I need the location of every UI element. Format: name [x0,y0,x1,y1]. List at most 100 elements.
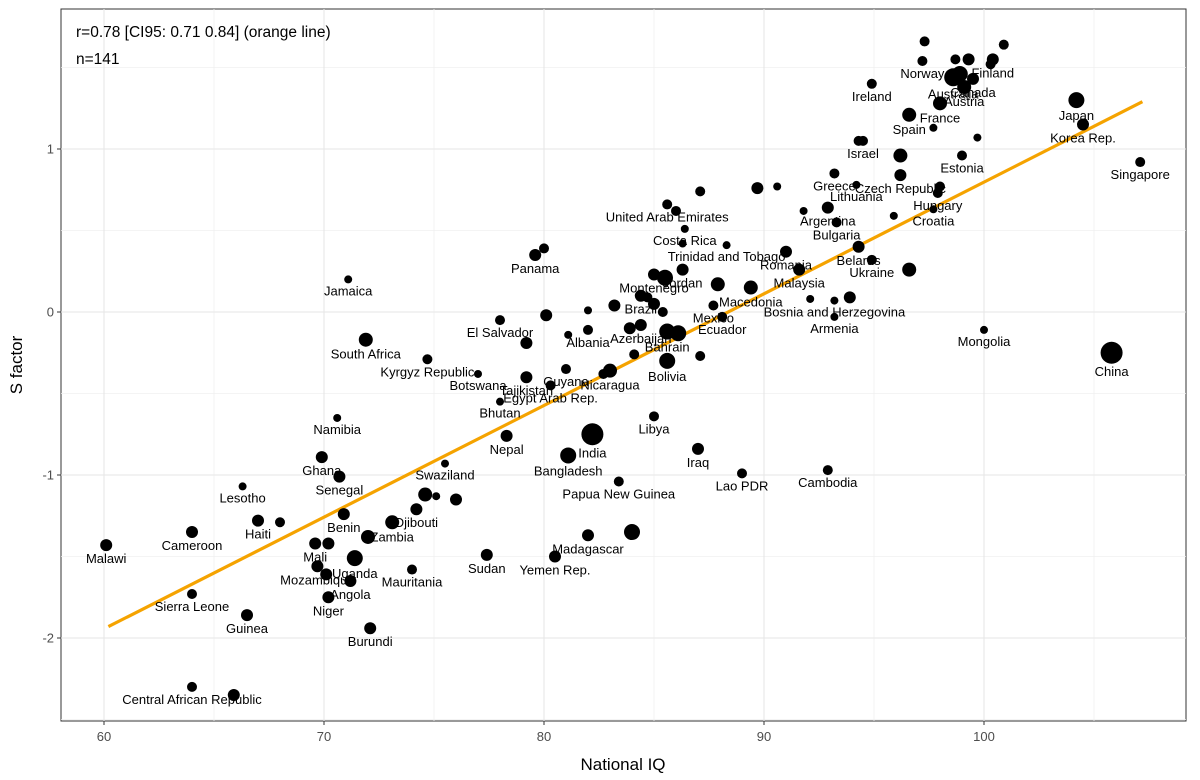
data-point [829,168,840,179]
data-point [657,307,668,317]
data-point [830,312,839,321]
point-label: Trinidad and Tobago [668,249,786,264]
data-point [957,150,967,161]
point-label: Panama [511,261,560,276]
data-point [320,568,333,581]
data-point [1068,92,1085,109]
data-point [309,537,322,550]
data-point [950,54,961,65]
data-point [722,241,731,250]
y-axis-title: S factor [7,335,26,394]
point-label: Canada [950,85,996,100]
x-axis-title: National IQ [580,755,665,774]
data-point [676,263,689,276]
data-point [902,107,917,122]
data-point [474,369,482,378]
point-label: Botswana [449,378,507,393]
data-point [315,451,328,464]
point-label: Lesotho [219,490,265,505]
point-label: Jamaica [324,283,373,298]
point-label: Armenia [810,321,859,336]
data-point [629,349,640,360]
axis-ticks: 60 70 80 90 100 -2 -1 0 1 [42,142,994,745]
data-point [1135,157,1146,168]
data-point [822,465,833,476]
data-point [529,248,542,261]
point-label: Tajikistan [500,383,553,398]
point-label: Romania [760,258,813,273]
data-point [582,529,594,542]
data-point [649,411,659,422]
data-point [624,524,640,541]
point-labels: Malawi Cameroon Sierra Leone Central Africa… [86,65,1170,707]
point-label: Zambia [371,529,415,544]
data-point [407,564,417,575]
point-label: Papua New Guinea [562,487,676,502]
point-label: United Arab Emirates [606,209,729,224]
data-point [252,514,264,527]
point-label: Angola [330,587,371,602]
data-point [385,515,400,530]
data-point [496,397,504,406]
point-label: Argentina [800,214,856,229]
point-label: Estonia [940,161,984,176]
point-label: Iraq [687,455,709,470]
data-point [500,429,513,442]
data-point [358,332,373,347]
point-label: Mauritania [382,575,443,590]
data-point [866,254,877,265]
data-point [186,526,198,539]
data-point [657,269,673,286]
data-point [344,275,353,284]
data-point [708,300,719,311]
data-point [583,324,593,335]
data-point [520,371,533,384]
data-point [980,325,988,334]
data-point [894,169,907,182]
data-point [648,297,660,310]
data-point [361,529,375,544]
point-label: Ireland [852,89,892,104]
data-point [634,319,647,332]
data-point [227,689,240,702]
data-point [866,78,877,89]
point-label: Korea Rep. [1050,131,1116,146]
point-label: Spain [893,122,926,137]
point-label: Bhutan [479,406,520,421]
point-label: Australia [928,86,979,101]
data-point [806,294,815,303]
data-point [852,240,865,253]
data-point [670,325,687,342]
data-point [998,39,1009,50]
data-point [671,205,681,216]
data-point [659,352,676,369]
x-tick-label: 60 [97,729,111,744]
sample-size-annotation: n=141 [76,51,120,68]
data-point [432,492,441,501]
data-point [540,309,553,322]
point-label: Belarus [837,253,882,268]
data-point [520,336,533,349]
point-label: Bahrain [645,340,690,355]
point-label: Hungary [913,198,963,213]
data-point [967,72,979,85]
data-point [692,442,704,455]
point-label: Swaziland [415,468,474,483]
point-label: Djibouti [395,515,438,530]
point-label: Sudan [468,561,506,576]
data-point [450,493,462,506]
regression-line [107,100,1144,629]
data-point [241,609,253,622]
data-point [853,135,864,146]
point-label: Mexico [693,310,734,325]
point-label: Nicaragua [580,378,640,393]
point-label: Brazil [625,302,658,317]
data-point [1100,341,1123,364]
point-label: Malaysia [774,276,826,291]
data-point [793,263,806,276]
point-label: Ghana [302,463,342,478]
data-point [751,182,764,195]
data-point [418,487,433,502]
data-point [843,291,856,304]
data-point [919,36,930,47]
